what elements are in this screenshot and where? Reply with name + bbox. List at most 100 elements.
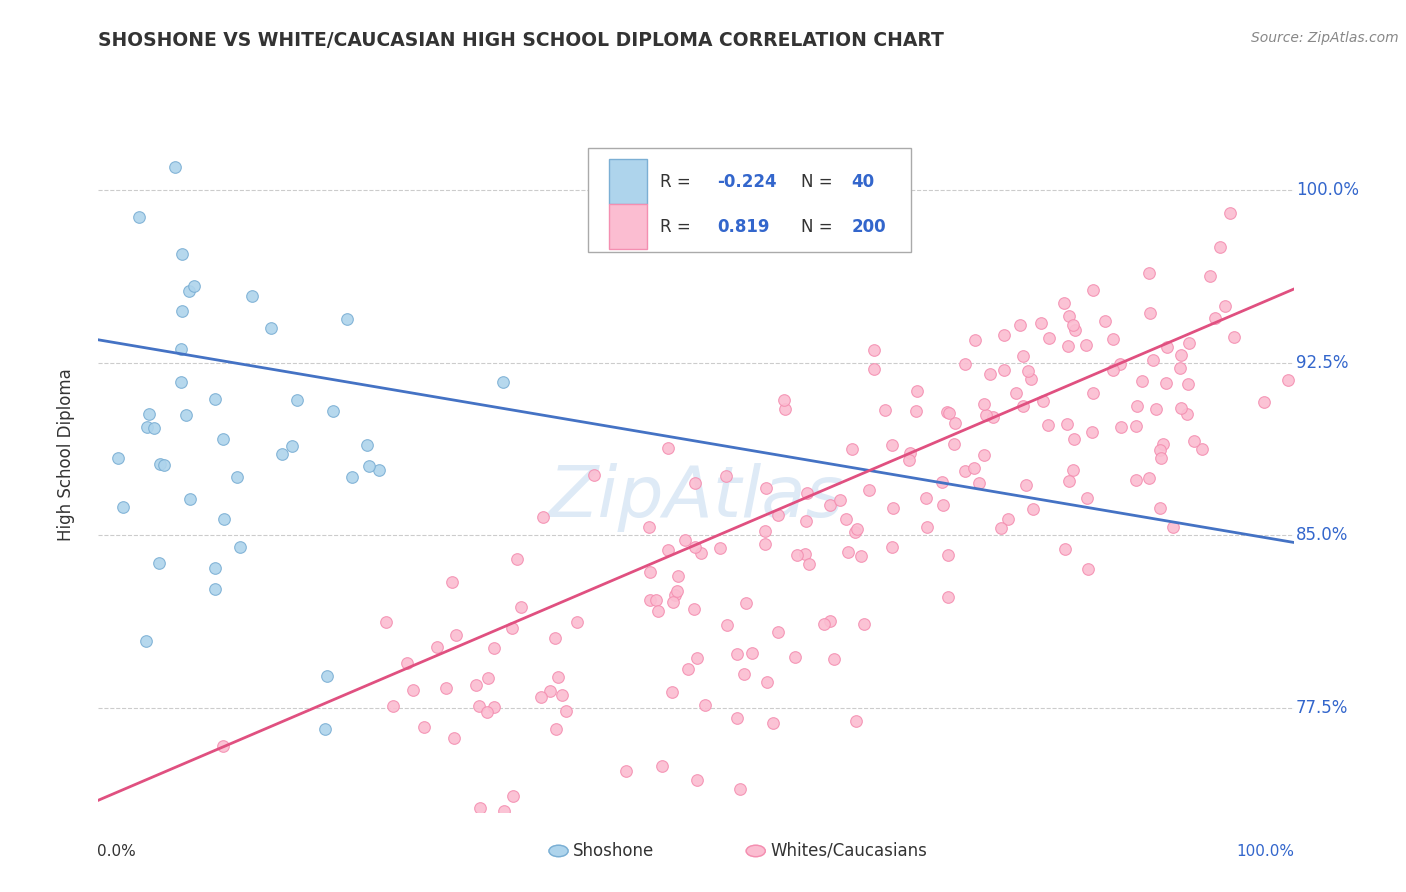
Point	[489, 824, 512, 838]
Point	[835, 512, 858, 526]
Point	[664, 588, 686, 602]
Point	[468, 699, 491, 714]
Point	[786, 548, 808, 562]
Point	[281, 439, 304, 453]
Point	[932, 498, 955, 512]
Point	[1053, 296, 1076, 310]
Point	[1038, 331, 1060, 345]
Point	[1168, 360, 1191, 375]
Point	[1019, 372, 1042, 386]
Point	[915, 491, 938, 505]
Circle shape	[747, 846, 765, 856]
Point	[107, 451, 129, 466]
Point	[482, 699, 505, 714]
Point	[683, 540, 706, 554]
Point	[482, 641, 505, 656]
Point	[381, 699, 404, 714]
Point	[402, 682, 425, 697]
Point	[1191, 442, 1213, 456]
Point	[846, 522, 869, 536]
Point	[1056, 417, 1078, 431]
Point	[818, 614, 841, 628]
Point	[638, 565, 661, 579]
Point	[709, 541, 731, 556]
Text: Whites/Caucasians: Whites/Caucasians	[770, 842, 927, 860]
Point	[1029, 316, 1052, 330]
Point	[204, 582, 226, 596]
Point	[775, 402, 797, 417]
Point	[741, 646, 763, 660]
Point	[938, 406, 960, 420]
Point	[973, 396, 995, 410]
Point	[695, 698, 717, 712]
Point	[502, 789, 524, 804]
Point	[1032, 394, 1054, 409]
Point	[851, 549, 873, 564]
Point	[464, 678, 486, 692]
Point	[673, 533, 696, 547]
Point	[1170, 401, 1192, 415]
Text: ZipAtlas: ZipAtlas	[548, 463, 844, 533]
Text: 200: 200	[851, 218, 886, 235]
Point	[1083, 284, 1105, 298]
Point	[897, 452, 920, 467]
Point	[583, 468, 606, 483]
Point	[1010, 318, 1032, 332]
Point	[1144, 401, 1167, 416]
Point	[858, 483, 880, 497]
Point	[963, 461, 986, 475]
Point	[1209, 239, 1232, 253]
Point	[555, 704, 578, 718]
Point	[844, 525, 866, 540]
Point	[733, 667, 755, 681]
Point	[662, 595, 685, 609]
Point	[766, 624, 789, 639]
Point	[170, 376, 193, 390]
Point	[138, 407, 160, 421]
Point	[1178, 336, 1201, 351]
Text: N =: N =	[801, 173, 838, 191]
Point	[357, 459, 380, 474]
Point	[818, 498, 841, 512]
Point	[1012, 399, 1035, 413]
Point	[1102, 363, 1125, 377]
Point	[1011, 350, 1033, 364]
Point	[755, 675, 778, 690]
Point	[576, 885, 599, 892]
Point	[1177, 377, 1199, 392]
Point	[444, 628, 467, 642]
Point	[509, 600, 531, 615]
Point	[651, 759, 673, 773]
Point	[271, 447, 294, 461]
Point	[1139, 306, 1161, 320]
Point	[1062, 463, 1084, 477]
Text: R =: R =	[661, 218, 696, 235]
Point	[645, 592, 668, 607]
Point	[1223, 330, 1246, 344]
Point	[153, 458, 176, 472]
Y-axis label: High School Diploma: High School Diploma	[56, 368, 75, 541]
Point	[551, 688, 574, 702]
Point	[882, 438, 904, 452]
Point	[211, 739, 233, 753]
Point	[1142, 353, 1164, 368]
Point	[716, 617, 738, 632]
Point	[1199, 268, 1222, 283]
Point	[392, 834, 415, 848]
Point	[955, 464, 977, 478]
Point	[1064, 323, 1087, 337]
Point	[1022, 501, 1045, 516]
Point	[1204, 311, 1226, 326]
Point	[491, 375, 513, 389]
Point	[785, 650, 807, 665]
Text: Shoshone: Shoshone	[572, 842, 654, 860]
Point	[813, 617, 835, 632]
Point	[1175, 407, 1198, 421]
FancyBboxPatch shape	[588, 148, 911, 252]
Point	[793, 547, 815, 561]
Point	[993, 363, 1015, 377]
Text: 100.0%: 100.0%	[1237, 844, 1295, 859]
Point	[666, 584, 689, 599]
Point	[845, 714, 868, 728]
Point	[1170, 348, 1192, 362]
